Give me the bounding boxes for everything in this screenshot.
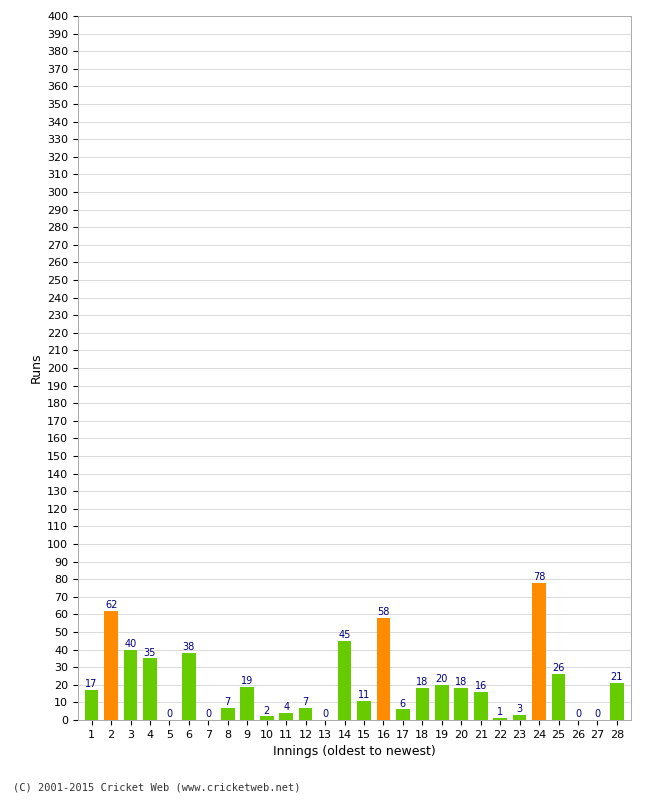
Text: 21: 21	[611, 672, 623, 682]
X-axis label: Innings (oldest to newest): Innings (oldest to newest)	[273, 746, 436, 758]
Bar	[240, 686, 254, 720]
Text: 26: 26	[552, 663, 565, 674]
Text: 20: 20	[436, 674, 448, 684]
Text: 40: 40	[124, 638, 136, 649]
Bar	[610, 683, 624, 720]
Y-axis label: Runs: Runs	[30, 353, 43, 383]
Bar	[299, 708, 313, 720]
Bar	[280, 713, 293, 720]
Text: 17: 17	[85, 679, 98, 690]
Bar	[493, 718, 507, 720]
Bar	[435, 685, 448, 720]
Bar	[474, 692, 488, 720]
Text: 35: 35	[144, 647, 156, 658]
Text: 19: 19	[241, 676, 254, 686]
Bar	[376, 618, 390, 720]
Text: 16: 16	[474, 681, 487, 691]
Bar	[513, 714, 526, 720]
Text: 7: 7	[302, 697, 309, 707]
Text: 0: 0	[205, 709, 211, 719]
Text: 7: 7	[225, 697, 231, 707]
Text: 18: 18	[455, 678, 467, 687]
Bar	[182, 653, 196, 720]
Text: 62: 62	[105, 600, 117, 610]
Text: 3: 3	[517, 704, 523, 714]
Bar	[84, 690, 98, 720]
Text: 0: 0	[166, 709, 172, 719]
Bar	[532, 582, 546, 720]
Text: 2: 2	[264, 706, 270, 715]
Bar	[338, 641, 352, 720]
Text: 18: 18	[416, 678, 428, 687]
Bar	[454, 688, 468, 720]
Text: 6: 6	[400, 698, 406, 709]
Text: 4: 4	[283, 702, 289, 712]
Bar	[221, 708, 235, 720]
Text: 11: 11	[358, 690, 370, 700]
Text: 0: 0	[575, 709, 581, 719]
Text: 78: 78	[533, 572, 545, 582]
Bar	[104, 611, 118, 720]
Bar	[260, 717, 274, 720]
Bar	[415, 688, 429, 720]
Text: 45: 45	[339, 630, 351, 640]
Text: 38: 38	[183, 642, 195, 652]
Text: 1: 1	[497, 707, 503, 718]
Bar	[357, 701, 370, 720]
Bar	[143, 658, 157, 720]
Bar	[396, 710, 410, 720]
Text: 0: 0	[322, 709, 328, 719]
Text: (C) 2001-2015 Cricket Web (www.cricketweb.net): (C) 2001-2015 Cricket Web (www.cricketwe…	[13, 782, 300, 792]
Text: 0: 0	[594, 709, 601, 719]
Bar	[552, 674, 566, 720]
Text: 58: 58	[377, 607, 389, 617]
Bar	[124, 650, 137, 720]
